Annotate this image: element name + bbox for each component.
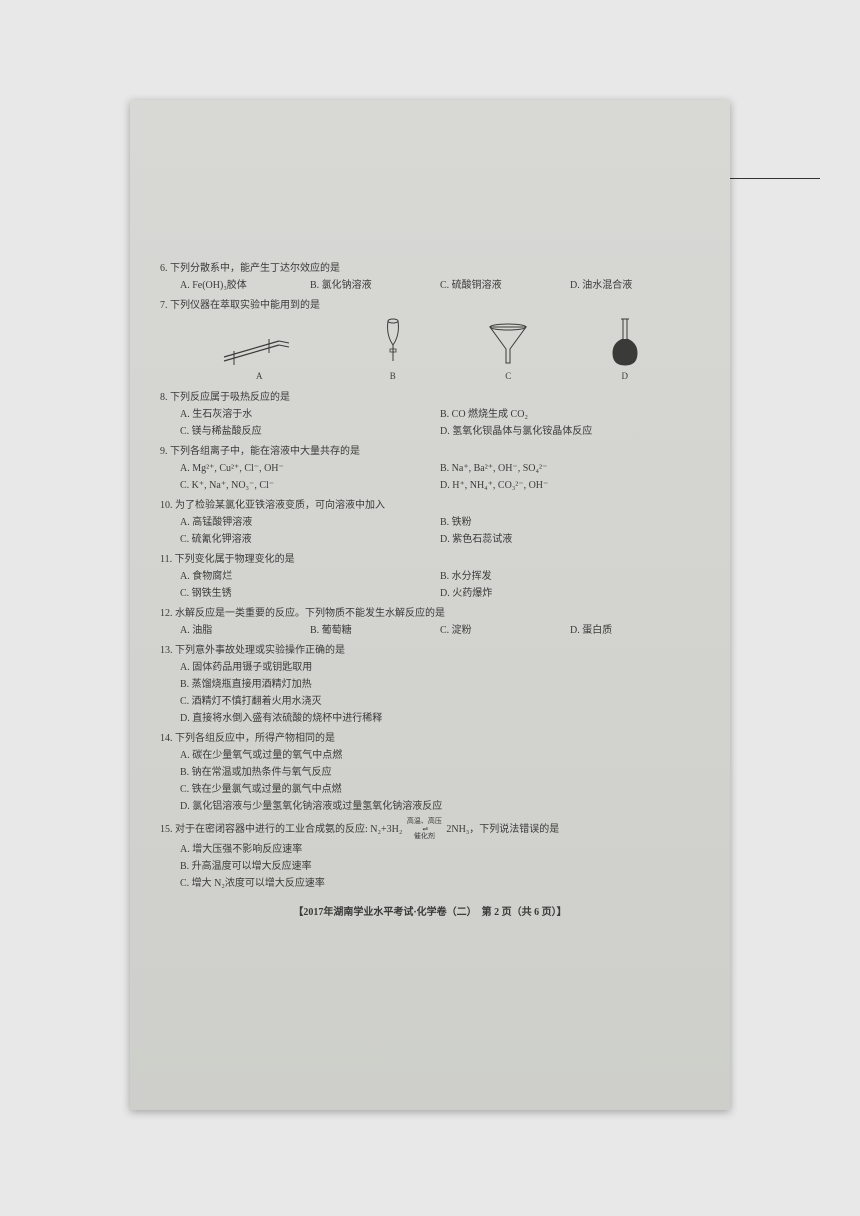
option: D. 氯化铝溶液与少量氢氧化钠溶液或过量氢氧化钠溶液反应 xyxy=(180,798,700,815)
option: D. 直接将水倒入盛有浓硫酸的烧杯中进行稀释 xyxy=(180,710,700,727)
diagram-label: D xyxy=(622,369,629,384)
option: B. 蒸馏烧瓶直接用酒精灯加热 xyxy=(180,676,700,693)
option: A. 碳在少量氧气或过量的氧气中点燃 xyxy=(180,747,700,764)
question-14-options: A. 碳在少量氧气或过量的氧气中点燃 B. 钠在常温或加热条件与氧气反应 C. … xyxy=(160,747,700,815)
option: C. 镁与稀盐酸反应 xyxy=(180,423,440,440)
option: B. 升高温度可以增大反应速率 xyxy=(180,858,700,875)
diagram-b: B xyxy=(378,317,408,384)
question-12: 12. 水解反应是一类重要的反应。下列物质不能发生水解反应的是 A. 油脂 B.… xyxy=(160,605,700,639)
option: B. 钠在常温或加热条件与氧气反应 xyxy=(180,764,700,781)
exam-page: 6. 下列分散系中，能产生丁达尔效应的是 A. Fe(OH)₃胶体 B. 氯化钠… xyxy=(130,100,730,1110)
diagram-label: C xyxy=(505,369,511,384)
q15-text-b: 2NH₃，下列说法错误的是 xyxy=(446,824,559,835)
option: C. 淀粉 xyxy=(440,622,570,639)
question-9-options: A. Mg²⁺, Cu²⁺, Cl⁻, OH⁻ B. Na⁺, Ba²⁺, OH… xyxy=(160,460,700,494)
diagram-label: A xyxy=(256,369,263,384)
option: D. 油水混合液 xyxy=(570,277,700,294)
option: C. 铁在少量氯气或过量的氯气中点燃 xyxy=(180,781,700,798)
option: C. 酒精灯不慎打翻着火用水浇灭 xyxy=(180,693,700,710)
question-13-text: 13. 下列意外事故处理或实验操作正确的是 xyxy=(160,642,700,659)
option: C. 增大 N₂浓度可以增大反应速率 xyxy=(180,875,700,892)
question-8: 8. 下列反应属于吸热反应的是 A. 生石灰溶于水 B. CO 燃烧生成 CO₂… xyxy=(160,389,700,440)
option: D. 紫色石蕊试液 xyxy=(440,531,700,548)
question-13-options: A. 固体药品用镊子或钥匙取用 B. 蒸馏烧瓶直接用酒精灯加热 C. 酒精灯不慎… xyxy=(160,659,700,727)
stray-mark xyxy=(730,178,820,179)
apparatus-diagrams: A B C xyxy=(160,314,700,386)
option: B. 水分挥发 xyxy=(440,568,700,585)
question-10-text: 10. 为了检验某氯化亚铁溶液变质，可向溶液中加入 xyxy=(160,497,700,514)
question-7: 7. 下列仪器在萃取实验中能用到的是 A xyxy=(160,297,700,386)
question-7-text: 7. 下列仪器在萃取实验中能用到的是 xyxy=(160,297,700,314)
option: A. 油脂 xyxy=(180,622,310,639)
question-6-options: A. Fe(OH)₃胶体 B. 氯化钠溶液 C. 硫酸铜溶液 D. 油水混合液 xyxy=(160,277,700,294)
question-15-text: 15. 对于在密闭容器中进行的工业合成氨的反应: N₂+3H₂ 高温、高压 ⇌ … xyxy=(160,818,700,841)
option: A. 食物腐烂 xyxy=(180,568,440,585)
option: B. CO 燃烧生成 CO₂ xyxy=(440,406,700,423)
question-10-options: A. 高锰酸钾溶液 B. 铁粉 C. 硫氰化钾溶液 D. 紫色石蕊试液 xyxy=(160,514,700,548)
option: C. 硫氰化钾溶液 xyxy=(180,531,440,548)
question-6-text: 6. 下列分散系中，能产生丁达尔效应的是 xyxy=(160,260,700,277)
question-15-options: A. 增大压强不影响反应速率 B. 升高温度可以增大反应速率 C. 增大 N₂浓… xyxy=(160,841,700,892)
option: A. Mg²⁺, Cu²⁺, Cl⁻, OH⁻ xyxy=(180,460,440,477)
question-10: 10. 为了检验某氯化亚铁溶液变质，可向溶液中加入 A. 高锰酸钾溶液 B. 铁… xyxy=(160,497,700,548)
option: D. 火药爆炸 xyxy=(440,585,700,602)
option: C. K⁺, Na⁺, NO₃⁻, Cl⁻ xyxy=(180,477,440,494)
option: A. 生石灰溶于水 xyxy=(180,406,440,423)
diagram-a: A xyxy=(219,329,299,384)
option: B. 铁粉 xyxy=(440,514,700,531)
question-11-options: A. 食物腐烂 B. 水分挥发 C. 钢铁生锈 D. 火药爆炸 xyxy=(160,568,700,602)
question-8-options: A. 生石灰溶于水 B. CO 燃烧生成 CO₂ C. 镁与稀盐酸反应 D. 氢… xyxy=(160,406,700,440)
diagram-c: C xyxy=(486,321,530,384)
option: C. 硫酸铜溶液 xyxy=(440,277,570,294)
option: A. 固体药品用镊子或钥匙取用 xyxy=(180,659,700,676)
reaction-conditions: 高温、高压 ⇌ 催化剂 xyxy=(407,818,442,841)
option: A. Fe(OH)₃胶体 xyxy=(180,277,310,294)
question-12-text: 12. 水解反应是一类重要的反应。下列物质不能发生水解反应的是 xyxy=(160,605,700,622)
option: B. 葡萄糖 xyxy=(310,622,440,639)
option: D. 氢氧化钡晶体与氯化铵晶体反应 xyxy=(440,423,700,440)
option: D. H⁺, NH₄⁺, CO₃²⁻, OH⁻ xyxy=(440,477,700,494)
option: B. 氯化钠溶液 xyxy=(310,277,440,294)
question-13: 13. 下列意外事故处理或实验操作正确的是 A. 固体药品用镊子或钥匙取用 B.… xyxy=(160,642,700,727)
option: C. 钢铁生锈 xyxy=(180,585,440,602)
question-6: 6. 下列分散系中，能产生丁达尔效应的是 A. Fe(OH)₃胶体 B. 氯化钠… xyxy=(160,260,700,294)
question-15: 15. 对于在密闭容器中进行的工业合成氨的反应: N₂+3H₂ 高温、高压 ⇌ … xyxy=(160,818,700,892)
diagram-d: D xyxy=(609,317,641,384)
question-9-text: 9. 下列各组离子中，能在溶液中大量共存的是 xyxy=(160,443,700,460)
option: A. 高锰酸钾溶液 xyxy=(180,514,440,531)
question-9: 9. 下列各组离子中，能在溶液中大量共存的是 A. Mg²⁺, Cu²⁺, Cl… xyxy=(160,443,700,494)
option: D. 蛋白质 xyxy=(570,622,700,639)
question-14-text: 14. 下列各组反应中，所得产物相同的是 xyxy=(160,730,700,747)
option: B. Na⁺, Ba²⁺, OH⁻, SO₄²⁻ xyxy=(440,460,700,477)
option: A. 增大压强不影响反应速率 xyxy=(180,841,700,858)
diagram-label: B xyxy=(390,369,396,384)
question-14: 14. 下列各组反应中，所得产物相同的是 A. 碳在少量氧气或过量的氧气中点燃 … xyxy=(160,730,700,815)
question-11-text: 11. 下列变化属于物理变化的是 xyxy=(160,551,700,568)
question-11: 11. 下列变化属于物理变化的是 A. 食物腐烂 B. 水分挥发 C. 钢铁生锈… xyxy=(160,551,700,602)
question-12-options: A. 油脂 B. 葡萄糖 C. 淀粉 D. 蛋白质 xyxy=(160,622,700,639)
q15-text-a: 15. 对于在密闭容器中进行的工业合成氨的反应: N₂+3H₂ xyxy=(160,824,402,835)
page-footer: 【2017年湖南学业水平考试·化学卷（二） 第 2 页（共 6 页）】 xyxy=(160,904,700,921)
cond-bot: 催化剂 xyxy=(414,832,435,840)
question-8-text: 8. 下列反应属于吸热反应的是 xyxy=(160,389,700,406)
